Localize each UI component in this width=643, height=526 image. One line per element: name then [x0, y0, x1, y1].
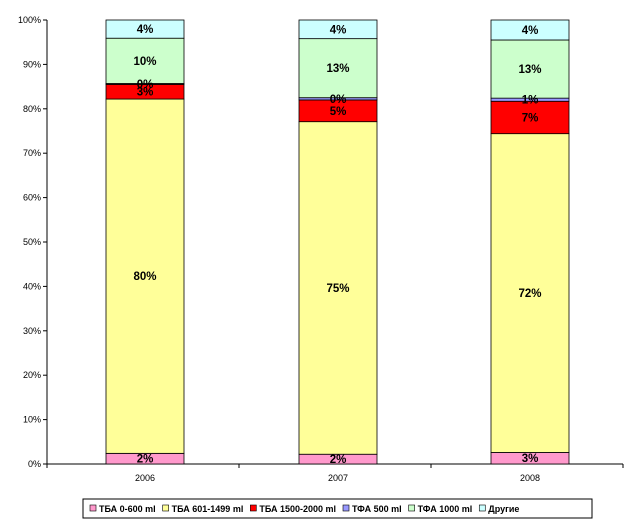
y-tick-label: 20% [23, 370, 41, 380]
legend-swatch [89, 504, 97, 512]
data-label: 5% [330, 106, 347, 118]
bar-segment [298, 121, 378, 455]
data-label: 2% [330, 454, 347, 466]
legend-item-label: ТФА 500 ml [352, 504, 402, 514]
y-tick-label: 70% [23, 148, 41, 158]
x-category-label: 2007 [328, 473, 348, 483]
data-label: 4% [137, 24, 154, 36]
legend-swatch [408, 504, 415, 512]
legend-item-label: ТФА 1000 ml [418, 504, 473, 514]
legend-swatch [478, 504, 486, 512]
legend-item-label: ТБА 1500-2000 ml [259, 504, 336, 514]
y-tick-label: 80% [23, 104, 41, 114]
legend-swatch [250, 504, 257, 512]
legend: ТБА 0-600 ml ТБА 601-1499 ml ТБА 1500-2000… [82, 498, 593, 519]
data-label: 80% [133, 271, 156, 283]
data-label: 10% [133, 56, 156, 68]
x-category-label: 2006 [135, 473, 155, 483]
data-label: 0% [137, 79, 154, 91]
data-label: 4% [522, 25, 539, 37]
y-tick-label: 0% [28, 459, 41, 469]
data-label: 3% [137, 87, 154, 99]
x-category-label: 2008 [520, 473, 540, 483]
data-labels: 2%80%3%0%10%4%2%75%5%0%13%4%3%72%7%1%13%… [133, 24, 541, 466]
bar-segment [105, 98, 185, 454]
y-tick-label: 30% [23, 326, 41, 336]
y-tick-label: 90% [23, 59, 41, 69]
y-tick-label: 40% [23, 281, 41, 291]
data-label: 3% [522, 453, 539, 465]
legend-swatch [342, 504, 350, 512]
data-label: 2% [137, 454, 154, 466]
data-label: 1% [522, 95, 539, 107]
bar-segment [490, 19, 570, 41]
y-tick-label: 50% [23, 237, 41, 247]
y-tick-label: 10% [23, 415, 41, 425]
data-label: 0% [330, 94, 347, 106]
data-label: 13% [518, 64, 541, 76]
bar-segment [298, 19, 378, 40]
y-tick-label: 100% [18, 15, 41, 25]
bar-segment [490, 100, 570, 135]
data-label: 4% [330, 24, 347, 36]
legend-box [82, 498, 593, 519]
legend-item-label: Другие [488, 504, 519, 514]
bar-segment [298, 38, 378, 99]
data-label: 75% [326, 283, 349, 295]
bars [105, 19, 570, 465]
legend-swatch [162, 504, 169, 512]
bar-segment [105, 37, 185, 84]
y-tick-label: 60% [23, 193, 41, 203]
legend-item-label: ТБА 601-1499 ml [172, 504, 244, 514]
bar-segment [105, 19, 185, 39]
bar-segment [490, 39, 570, 99]
data-label: 13% [326, 63, 349, 75]
data-label: 7% [522, 112, 539, 124]
legend-item-label: ТБА 0-600 ml [99, 504, 156, 514]
data-label: 72% [518, 288, 541, 300]
bar-segment [490, 133, 570, 453]
